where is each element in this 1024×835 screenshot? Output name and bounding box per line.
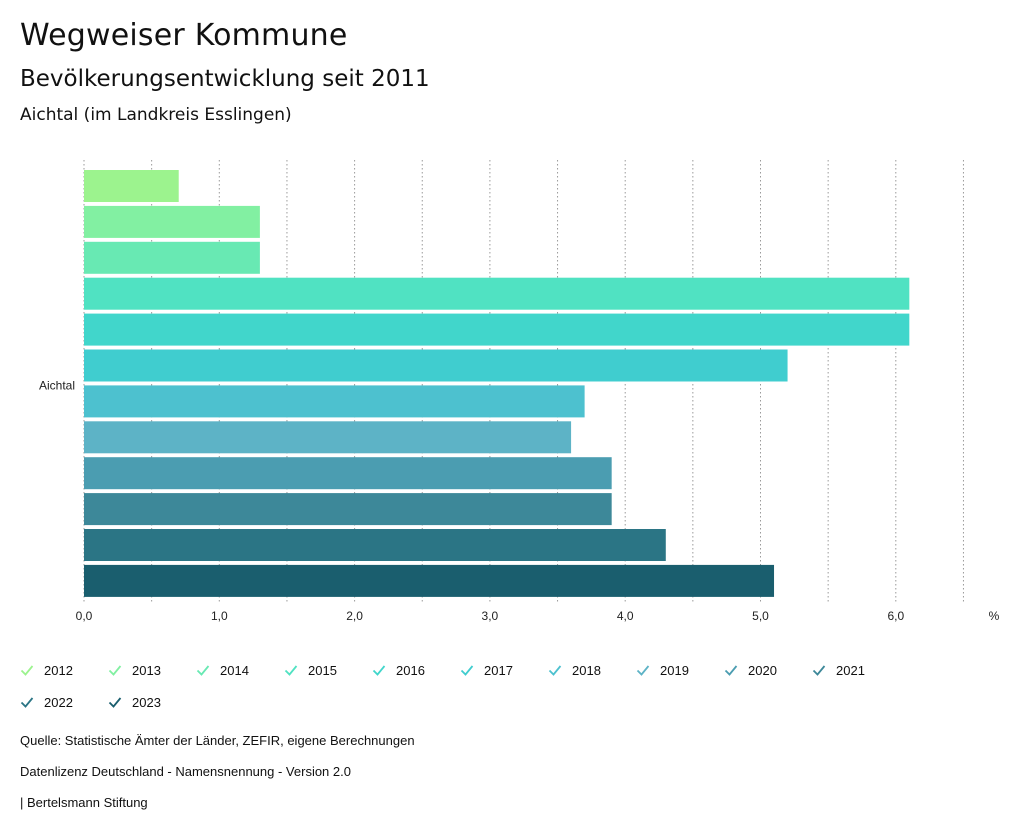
legend-item-2017[interactable]: 2017 [460, 660, 513, 680]
check-icon [108, 697, 122, 708]
x-tick-label: 4,0 [617, 609, 634, 623]
x-tick-label: 3,0 [482, 609, 499, 623]
check-icon [372, 665, 386, 676]
legend-label: 2012 [44, 662, 73, 678]
check-icon [196, 665, 210, 676]
legend-item-2022[interactable]: 2022 [20, 692, 73, 712]
source-note: Quelle: Statistische Ämter der Länder, Z… [20, 733, 415, 748]
legend-item-2013[interactable]: 2013 [108, 660, 161, 680]
x-tick-label: 2,0 [346, 609, 363, 623]
check-icon [284, 665, 298, 676]
license-note: Datenlizenz Deutschland - Namensnennung … [20, 764, 351, 779]
check-icon [20, 697, 34, 708]
legend-item-2014[interactable]: 2014 [196, 660, 249, 680]
x-tick-label: 0,0 [76, 609, 93, 623]
legend-label: 2016 [396, 662, 425, 678]
chart-subtitle: Bevölkerungsentwicklung seit 2011 [20, 66, 430, 92]
bar-chart: Aichtal 0,0 1,0 2,0 3,0 4,0 5,0 6,0% [39, 160, 1000, 623]
region-label: Aichtal (im Landkreis Esslingen) [20, 105, 292, 125]
bar-2017 [84, 349, 788, 382]
category-label: Aichtal [39, 378, 75, 392]
x-tick-label: 6,0 [887, 609, 904, 623]
bar-2018 [84, 385, 585, 418]
bar-2012 [84, 170, 179, 202]
bar-2014 [84, 241, 260, 274]
bar-2013 [84, 205, 260, 238]
x-axis-unit: % [989, 609, 1000, 623]
x-tick-label: 5,0 [752, 609, 769, 623]
bar-2015 [84, 277, 910, 310]
bar-2023 [84, 564, 775, 597]
legend-item-2023[interactable]: 2023 [108, 692, 161, 712]
legend-label: 2015 [308, 662, 337, 678]
check-icon [108, 665, 122, 676]
bar-2019 [84, 421, 572, 454]
publisher-note: | Bertelsmann Stiftung [20, 795, 148, 810]
legend-label: 2021 [836, 662, 865, 678]
legend-item-2012[interactable]: 2012 [20, 660, 73, 680]
check-icon [460, 665, 474, 676]
page-title: Wegweiser Kommune [20, 18, 348, 53]
legend-label: 2013 [132, 662, 161, 678]
legend-label: 2020 [748, 662, 777, 678]
legend-item-2021[interactable]: 2021 [812, 660, 865, 680]
legend-item-2018[interactable]: 2018 [548, 660, 601, 680]
check-icon [636, 665, 650, 676]
legend-item-2019[interactable]: 2019 [636, 660, 689, 680]
check-icon [548, 665, 562, 676]
check-icon [724, 665, 738, 676]
bar-2021 [84, 493, 612, 526]
legend-label: 2014 [220, 662, 249, 678]
legend-label: 2018 [572, 662, 601, 678]
check-icon [20, 665, 34, 676]
legend-label: 2017 [484, 662, 513, 678]
bar-2020 [84, 457, 612, 490]
legend-item-2016[interactable]: 2016 [372, 660, 425, 680]
bar-2022 [84, 529, 666, 561]
check-icon [812, 665, 826, 676]
legend-item-2020[interactable]: 2020 [724, 660, 777, 680]
legend-label: 2022 [44, 694, 73, 710]
x-tick-label: 1,0 [211, 609, 228, 623]
legend-label: 2023 [132, 694, 161, 710]
bar-2016 [84, 313, 910, 346]
legend-label: 2019 [660, 662, 689, 678]
legend-item-2015[interactable]: 2015 [284, 660, 337, 680]
